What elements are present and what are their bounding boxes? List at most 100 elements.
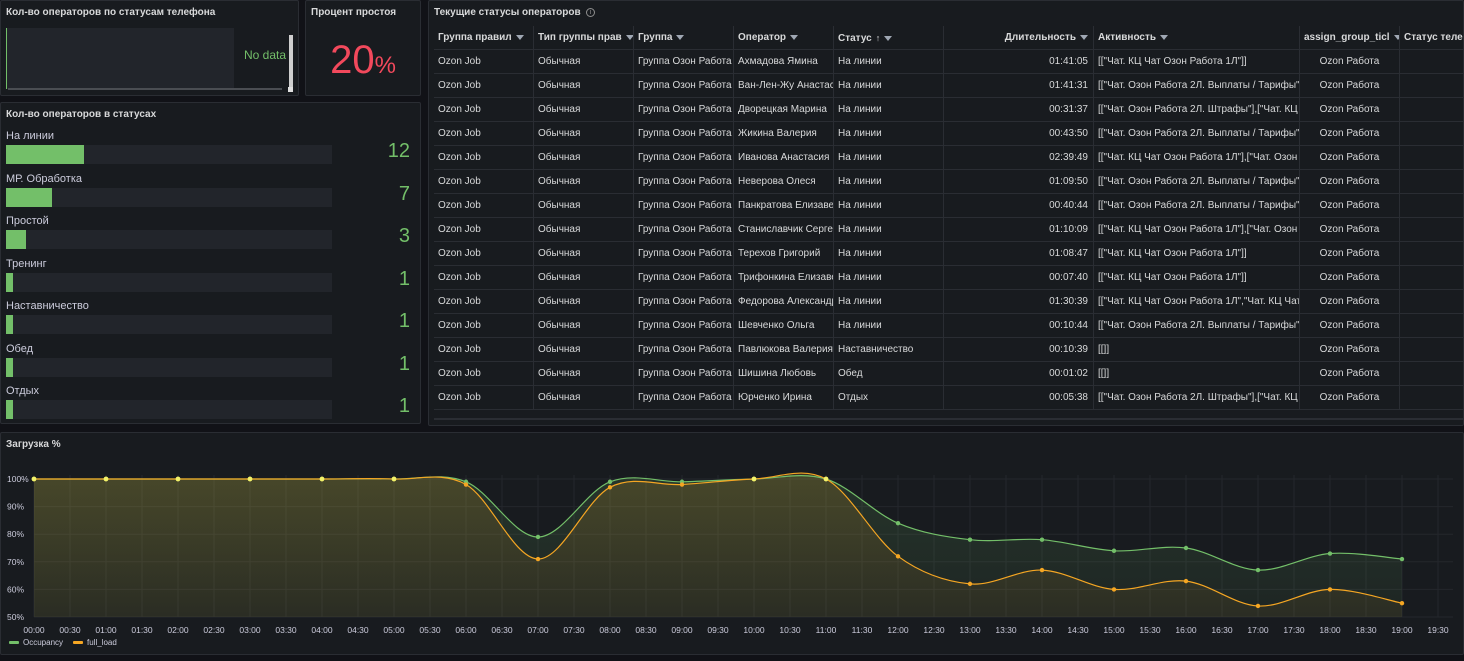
table-row[interactable]: Ozon Job Обычная Группа Озон Работа Терехов…: [434, 242, 1463, 266]
data-point-full_load[interactable]: [1039, 567, 1045, 573]
data-point-Occupancy[interactable]: [535, 534, 541, 540]
data-point-overlap[interactable]: [391, 476, 397, 482]
data-point-Occupancy[interactable]: [895, 520, 901, 526]
vertical-scrollbar[interactable]: [289, 35, 293, 90]
column-header[interactable]: Оператор: [734, 26, 834, 50]
data-point-full_load[interactable]: [1255, 603, 1261, 609]
filter-icon[interactable]: [884, 35, 893, 41]
table-cell: Ozon Работа: [1300, 290, 1400, 314]
legend-item[interactable]: Occupancy: [9, 638, 63, 647]
filter-icon[interactable]: [676, 34, 685, 40]
filter-icon[interactable]: [1080, 34, 1088, 40]
table-row[interactable]: Ozon Job Обычная Группа Озон Работа Павлюко…: [434, 338, 1463, 362]
table-row[interactable]: Ozon Job Обычная Группа Озон Работа Шишина …: [434, 362, 1463, 386]
column-header[interactable]: Тип группы прав: [534, 26, 634, 50]
table-row[interactable]: Ozon Job Обычная Группа Озон Работа Ахмадов…: [434, 50, 1463, 74]
filter-icon[interactable]: [790, 34, 799, 40]
data-point-full_load[interactable]: [895, 554, 901, 559]
table-cell: Терехов Григорий: [734, 242, 834, 266]
table-row[interactable]: Ozon Job Обычная Группа Озон Работа Трифонк…: [434, 266, 1463, 290]
column-header[interactable]: Статус ↑: [834, 26, 944, 50]
filter-icon[interactable]: [1393, 34, 1399, 40]
resize-handle[interactable]: [288, 87, 293, 92]
data-point-overlap[interactable]: [823, 476, 829, 482]
data-point-full_load[interactable]: [967, 581, 973, 587]
series-line-full_load[interactable]: [34, 472, 1403, 607]
data-point-Occupancy[interactable]: [1111, 548, 1117, 553]
filter-icon[interactable]: [1160, 34, 1169, 40]
data-point-full_load[interactable]: [679, 482, 685, 487]
data-point-full_load[interactable]: [535, 556, 541, 562]
table-row[interactable]: Ozon Job Обычная Группа Озон Работа Шевченк…: [434, 314, 1463, 338]
table-cell: 01:09:50: [944, 170, 1094, 194]
y-tick-label: 70%: [7, 557, 24, 567]
x-tick-label: 00:30: [59, 625, 81, 635]
panel-title[interactable]: Кол-во операторов по статусам телефона: [6, 7, 216, 18]
table-cell: На линии: [834, 146, 944, 170]
legend-item[interactable]: full_load: [73, 638, 117, 647]
table-cell: [["Чат. Озон Работа 2Л. Выплаты / Тарифы…: [1094, 194, 1300, 218]
table-row[interactable]: Ozon Job Обычная Группа Озон Работа Жикина …: [434, 122, 1463, 146]
data-point-Occupancy[interactable]: [607, 479, 613, 484]
table-cell: На линии: [834, 242, 944, 266]
filter-icon[interactable]: [625, 34, 633, 40]
data-point-full_load[interactable]: [1183, 578, 1189, 584]
panel-title[interactable]: Процент простоя: [311, 7, 397, 18]
data-point-full_load[interactable]: [1399, 601, 1405, 606]
column-header[interactable]: Статус теле: [1400, 26, 1463, 50]
panel-title[interactable]: Кол-во операторов в статусах: [6, 109, 157, 120]
table-row[interactable]: Ozon Job Обычная Группа Озон Работа Юрченко…: [434, 386, 1463, 410]
filter-icon[interactable]: [515, 34, 524, 40]
data-point-Occupancy[interactable]: [1399, 556, 1405, 562]
x-tick-label: 16:00: [1175, 625, 1197, 635]
data-point-full_load[interactable]: [463, 482, 469, 487]
table-cell: Обычная: [534, 170, 634, 194]
table-cell: Ozon Работа: [1300, 362, 1400, 386]
data-point-Occupancy[interactable]: [1327, 551, 1333, 556]
data-point-full_load[interactable]: [1111, 587, 1117, 592]
data-point-overlap[interactable]: [751, 476, 757, 482]
table-row[interactable]: Ozon Job Обычная Группа Озон Работа Иванова…: [434, 146, 1463, 170]
data-point-Occupancy[interactable]: [1039, 537, 1045, 542]
horizontal-scrollbar[interactable]: [434, 418, 1463, 420]
data-point-full_load[interactable]: [607, 485, 613, 490]
info-icon[interactable]: i: [586, 8, 595, 17]
panel-title[interactable]: Текущие статусы операторов: [434, 7, 581, 18]
table-cell: [["Чат. Озон Работа 2Л. Выплаты / Тарифы…: [1094, 122, 1300, 146]
table-cell: Обычная: [534, 386, 634, 410]
column-header[interactable]: Группа правил: [434, 26, 534, 50]
x-tick-label: 04:30: [347, 625, 369, 635]
data-point-overlap[interactable]: [247, 476, 253, 482]
x-tick-label: 11:00: [816, 625, 837, 635]
table-cell: [["Чат. КЦ Чат Озон Работа 1Л"],["Чат. О…: [1094, 146, 1300, 170]
table-row[interactable]: Ozon Job Обычная Группа Озон Работа Федоров…: [434, 290, 1463, 314]
table-cell: Группа Озон Работа: [634, 338, 734, 362]
table-cell: [["Чат. КЦ Чат Озон Работа 1Л"]]: [1094, 242, 1300, 266]
data-point-overlap[interactable]: [175, 476, 181, 482]
data-point-Occupancy[interactable]: [967, 537, 973, 542]
table-row[interactable]: Ozon Job Обычная Группа Озон Работа Панкрат…: [434, 194, 1463, 218]
column-header[interactable]: Длительность: [944, 26, 1094, 50]
column-header[interactable]: Активность: [1094, 26, 1300, 50]
table-row[interactable]: Ozon Job Обычная Группа Озон Работа Ван-Лен…: [434, 74, 1463, 98]
data-point-overlap[interactable]: [319, 476, 325, 482]
data-point-Occupancy[interactable]: [1183, 545, 1189, 551]
table-row[interactable]: Ozon Job Обычная Группа Озон Работа Дворецк…: [434, 98, 1463, 122]
table-row[interactable]: Ozon Job Обычная Группа Озон Работа Неверов…: [434, 170, 1463, 194]
data-point-overlap[interactable]: [103, 476, 109, 482]
legend-label: full_load: [87, 638, 117, 647]
status-bar-track: [6, 315, 332, 334]
table-row[interactable]: Ozon Job Обычная Группа Озон Работа Станисл…: [434, 218, 1463, 242]
horizontal-scrollbar[interactable]: [8, 88, 282, 90]
column-header[interactable]: assign_group_ticl: [1300, 26, 1400, 50]
empty-chart-area: [6, 28, 234, 89]
panel-title[interactable]: Загрузка %: [6, 439, 61, 450]
data-point-full_load[interactable]: [1327, 587, 1333, 592]
table-cell: Иванова Анастасия: [734, 146, 834, 170]
column-header[interactable]: Группа: [634, 26, 734, 50]
data-point-Occupancy[interactable]: [1255, 567, 1261, 573]
table-cell: Обычная: [534, 266, 634, 290]
table-cell: Группа Озон Работа: [634, 122, 734, 146]
data-point-overlap[interactable]: [31, 476, 37, 482]
sort-ascending-icon[interactable]: ↑: [875, 33, 881, 43]
